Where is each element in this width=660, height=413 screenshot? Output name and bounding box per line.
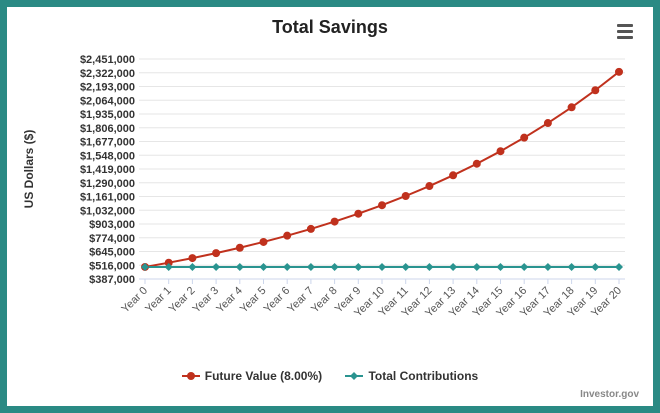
data-point-0	[449, 171, 458, 180]
data-point-1	[472, 262, 481, 271]
y-tick-label: $2,451,000	[80, 54, 135, 66]
data-point-0	[330, 217, 339, 226]
chart-legend: Future Value (8.00%) Total Contributions	[7, 369, 653, 384]
data-point-0	[615, 67, 623, 76]
y-tick-label: $1,419,000	[80, 164, 135, 176]
y-tick-label: $645,000	[89, 247, 135, 259]
data-point-1	[567, 262, 576, 271]
data-point-0	[259, 237, 268, 246]
data-point-0	[283, 231, 292, 240]
x-tick-label: Year 6	[262, 285, 293, 316]
data-point-0	[212, 249, 221, 258]
x-tick-label: Year 5	[238, 285, 269, 316]
data-point-0	[401, 191, 410, 200]
y-tick-label: $2,322,000	[80, 68, 135, 80]
x-tick-label: Year 3	[191, 285, 222, 316]
hamburger-menu-icon[interactable]	[615, 21, 637, 41]
x-tick-label: Year 1	[143, 285, 174, 316]
y-tick-label: $903,000	[89, 219, 135, 231]
legend-label-future-value: Future Value (8.00%)	[204, 369, 323, 383]
y-tick-label: $1,806,000	[80, 123, 135, 135]
data-point-0	[164, 258, 173, 267]
data-point-1	[188, 262, 197, 271]
legend-label-total-contributions: Total Contributions	[368, 369, 479, 383]
data-point-1	[164, 262, 173, 271]
y-axis-title: US Dollars ($)	[22, 130, 36, 209]
legend-swatch-future-value	[181, 372, 200, 380]
data-point-1	[449, 262, 458, 271]
data-point-0	[378, 201, 386, 210]
data-point-1	[401, 262, 410, 271]
data-point-1	[378, 262, 386, 271]
y-tick-label: $1,161,000	[80, 192, 135, 204]
legend-swatch-total-contributions	[345, 372, 364, 380]
data-point-0	[188, 254, 197, 263]
y-tick-label: $387,000	[89, 274, 135, 286]
y-tick-label: $1,548,000	[80, 150, 135, 162]
y-tick-label: $1,677,000	[80, 137, 135, 149]
data-point-0	[472, 159, 481, 168]
x-tick-label: Year 7	[285, 285, 316, 316]
y-tick-label: $1,935,000	[80, 109, 135, 121]
data-point-1	[259, 262, 268, 271]
y-tick-label: $1,032,000	[80, 205, 135, 217]
y-tick-label: $516,000	[89, 260, 135, 272]
y-tick-label: $774,000	[89, 233, 135, 245]
chart-container: Total Savings $387,000 $516,000 $645,000 $7…	[7, 7, 653, 406]
data-point-0	[591, 86, 600, 95]
x-tick-label: Year 4	[214, 285, 245, 316]
data-point-0	[567, 103, 576, 112]
data-point-1	[591, 262, 600, 271]
data-point-0	[235, 243, 244, 252]
legend-item-future-value[interactable]: Future Value (8.00%)	[181, 369, 323, 383]
data-point-1	[283, 262, 292, 271]
credits-link[interactable]: Investor.gov	[580, 389, 639, 400]
data-point-1	[520, 262, 529, 271]
data-point-0	[543, 119, 552, 128]
x-tick-label: Year 8	[309, 285, 340, 316]
data-point-1	[496, 262, 505, 271]
data-point-0	[520, 133, 529, 142]
data-point-0	[425, 182, 434, 191]
data-point-0	[496, 147, 505, 156]
data-point-1	[354, 262, 363, 271]
data-point-1	[306, 262, 315, 271]
data-point-1	[330, 262, 339, 271]
y-tick-label: $2,193,000	[80, 82, 135, 94]
y-tick-label: $2,064,000	[80, 95, 135, 107]
data-point-1	[212, 262, 221, 271]
x-tick-label: Year 2	[167, 285, 198, 316]
y-tick-label: $1,290,000	[80, 178, 135, 190]
data-point-1	[543, 262, 552, 271]
chart-plot: $387,000 $516,000$645,000 $774,000 $903,000…	[22, 54, 625, 320]
data-point-1	[425, 262, 434, 271]
data-point-0	[354, 209, 363, 218]
data-point-1	[615, 262, 623, 271]
chart-title: Total Savings	[272, 17, 388, 37]
x-tick-label: Year 0	[119, 285, 150, 316]
data-point-1	[235, 262, 244, 271]
data-point-0	[306, 224, 315, 233]
legend-item-total-contributions[interactable]: Total Contributions	[345, 369, 478, 383]
data-point-1	[141, 262, 149, 271]
